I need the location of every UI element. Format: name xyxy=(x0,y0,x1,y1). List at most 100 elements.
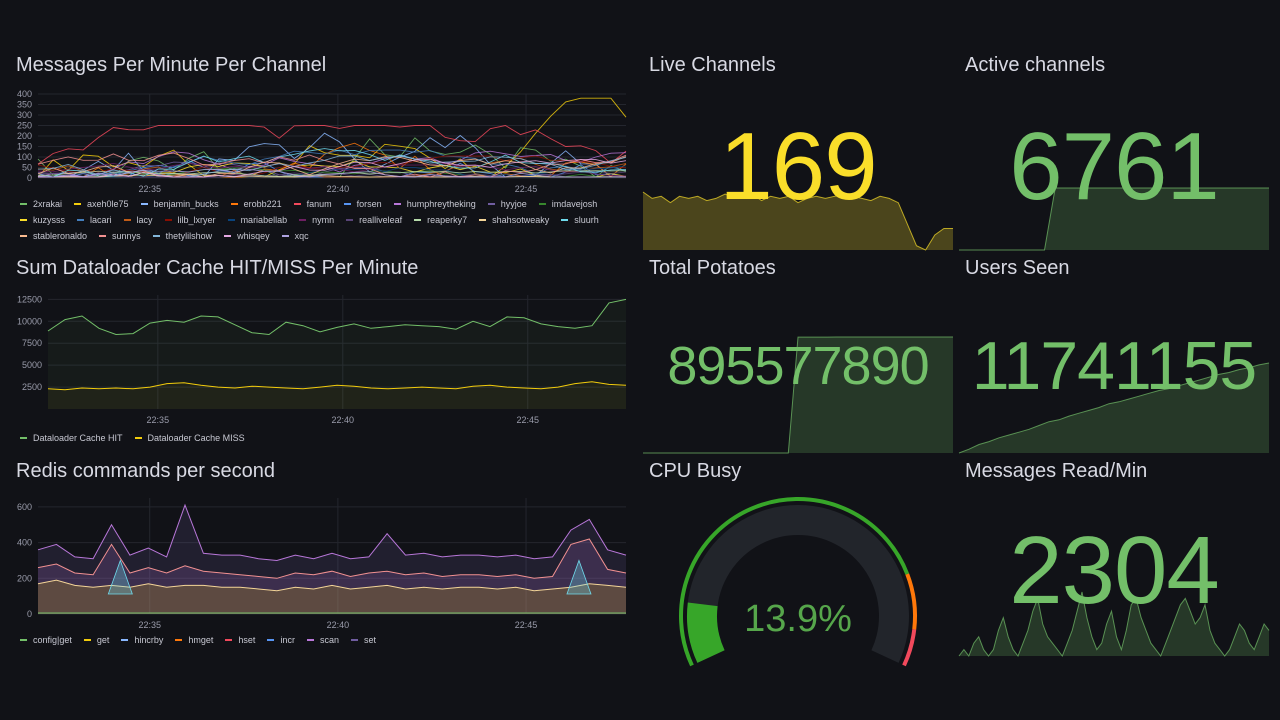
legend-swatch xyxy=(227,218,235,221)
legend-swatch xyxy=(20,638,27,641)
x-tick-label: 22:35 xyxy=(138,184,161,194)
cache-line-chart[interactable]: 2500 5000 7500 10000 12500 22:35 22:40 22:45 xyxy=(10,291,630,431)
legend-item[interactable]: scan xyxy=(306,632,339,648)
series-area xyxy=(38,580,626,614)
redis-legend: config|get get hincrby hmget hset incr scan set xyxy=(20,632,620,648)
legend-item[interactable]: incr xyxy=(267,632,295,648)
legend-item[interactable]: realliveleaf xyxy=(346,212,402,228)
legend-label: config|get xyxy=(33,635,72,645)
legend-item[interactable]: hset xyxy=(225,632,255,648)
y-tick-label: 100 xyxy=(17,152,32,162)
panel-messages-read: Messages Read/Min 2304 xyxy=(958,450,1270,658)
series-line xyxy=(37,579,627,592)
legend-item[interactable]: thetylilshow xyxy=(152,228,212,244)
legend-label: hyyjoe xyxy=(500,199,527,209)
legend-item[interactable]: forsen xyxy=(343,196,382,212)
legend-item[interactable]: 2xrakai xyxy=(20,196,62,212)
y-tick-label: 0 xyxy=(27,173,32,183)
y-tick-label: 12500 xyxy=(17,294,42,304)
panel-title: Messages Per Minute Per Channel xyxy=(16,54,327,76)
legend-item[interactable]: config|get xyxy=(20,632,72,648)
y-tick-label: 400 xyxy=(17,89,32,99)
legend-item[interactable]: axeh0le75 xyxy=(74,196,129,212)
panel-users-seen: Users Seen 11741155 xyxy=(958,247,1270,454)
legend-item[interactable]: benjamin_bucks xyxy=(140,196,219,212)
panel-title: Live Channels xyxy=(649,54,776,76)
sparkline-area xyxy=(959,363,1269,453)
y-tick-label: 200 xyxy=(17,131,32,141)
legend-swatch xyxy=(230,202,238,205)
y-tick-label: 2500 xyxy=(22,382,42,392)
legend-swatch xyxy=(346,218,354,221)
legend-item[interactable]: lilb_lxryer xyxy=(164,212,216,228)
legend-item[interactable]: lacy xyxy=(123,212,153,228)
legend-label: realliveleaf xyxy=(359,215,403,225)
legend-item[interactable]: set xyxy=(350,632,376,648)
legend-label: nymn xyxy=(312,215,335,225)
panel-redis-commands: Redis commands per second 0 200 400 600 22:3… xyxy=(10,450,630,650)
sparkline-area xyxy=(959,188,1269,250)
legend-swatch xyxy=(134,436,142,439)
legend-label: stableronaldo xyxy=(33,231,88,241)
legend-label: sunnys xyxy=(112,231,141,241)
legend-item[interactable]: hincrby xyxy=(121,632,163,648)
legend-item[interactable]: reaperky7 xyxy=(414,212,467,228)
legend-item[interactable]: mariabellab xyxy=(227,212,288,228)
legend-label: reaperky7 xyxy=(427,215,468,225)
legend-swatch xyxy=(20,234,27,237)
x-tick-label: 22:45 xyxy=(515,184,538,194)
series-area xyxy=(48,299,626,409)
y-tick-label: 0 xyxy=(27,609,32,619)
legend-swatch xyxy=(175,638,183,641)
gauge-value-arc xyxy=(687,602,725,663)
legend-label: kuzysss xyxy=(33,215,66,225)
legend-item[interactable]: kuzysss xyxy=(20,212,65,228)
live-channels-sparkline xyxy=(642,191,953,251)
legend-label: hset xyxy=(238,635,256,645)
y-tick-label: 200 xyxy=(17,573,32,583)
sparkline-line xyxy=(642,191,953,251)
x-tick-label: 22:40 xyxy=(332,415,355,425)
legend-item[interactable]: hmget xyxy=(175,632,213,648)
legend-item[interactable]: whisqey xyxy=(224,228,270,244)
legend-swatch xyxy=(83,638,91,641)
legend-item[interactable]: Dataloader Cache MISS xyxy=(134,430,245,446)
panel-messages-per-minute: Messages Per Minute Per Channel 0 50 100 15… xyxy=(10,44,630,244)
legend-swatch xyxy=(306,638,314,641)
legend-item[interactable]: fanum xyxy=(293,196,332,212)
sparkline-area xyxy=(643,192,953,250)
legend-item[interactable]: erobb221 xyxy=(230,196,282,212)
legend-item[interactable]: Dataloader Cache HIT xyxy=(20,430,123,446)
users-seen-sparkline xyxy=(958,362,1270,454)
live-channels-value: 169 xyxy=(719,113,877,220)
legend-label: erobb221 xyxy=(243,199,282,209)
legend-item[interactable]: stableronaldo xyxy=(20,228,87,244)
legend-label: fanum xyxy=(306,199,332,209)
legend-item[interactable]: xqc xyxy=(281,228,309,244)
legend-item[interactable]: humphreytheking xyxy=(393,196,476,212)
series-line xyxy=(37,125,627,165)
messages-read-sparkline xyxy=(958,591,1270,658)
legend-label: whisqey xyxy=(237,231,270,241)
x-tick-label: 22:45 xyxy=(516,415,539,425)
series-line xyxy=(37,97,627,178)
legend-item[interactable]: imdavejosh xyxy=(538,196,597,212)
legend-item[interactable]: nymn xyxy=(299,212,334,228)
legend-item[interactable]: get xyxy=(83,632,109,648)
legend-item[interactable]: lacari xyxy=(77,212,112,228)
cache-legend: Dataloader Cache HIT Dataloader Cache MIS… xyxy=(20,430,620,446)
legend-item[interactable]: hyyjoe xyxy=(487,196,527,212)
legend-item[interactable]: shahsotweaky xyxy=(479,212,549,228)
cpu-gauge xyxy=(679,497,917,667)
legend-swatch xyxy=(123,218,131,221)
legend-swatch xyxy=(20,202,27,205)
gauge-threshold-orange xyxy=(905,573,917,630)
legend-label: forsen xyxy=(356,199,382,209)
redis-area-chart[interactable]: 0 200 400 600 22:35 22:40 22:45 xyxy=(10,494,630,634)
legend-item[interactable]: sunnys xyxy=(99,228,141,244)
legend-label: 2xrakai xyxy=(33,199,63,209)
legend-label: mariabellab xyxy=(240,215,288,225)
legend-item[interactable]: sluurh xyxy=(561,212,599,228)
legend-label: humphreytheking xyxy=(406,199,476,209)
